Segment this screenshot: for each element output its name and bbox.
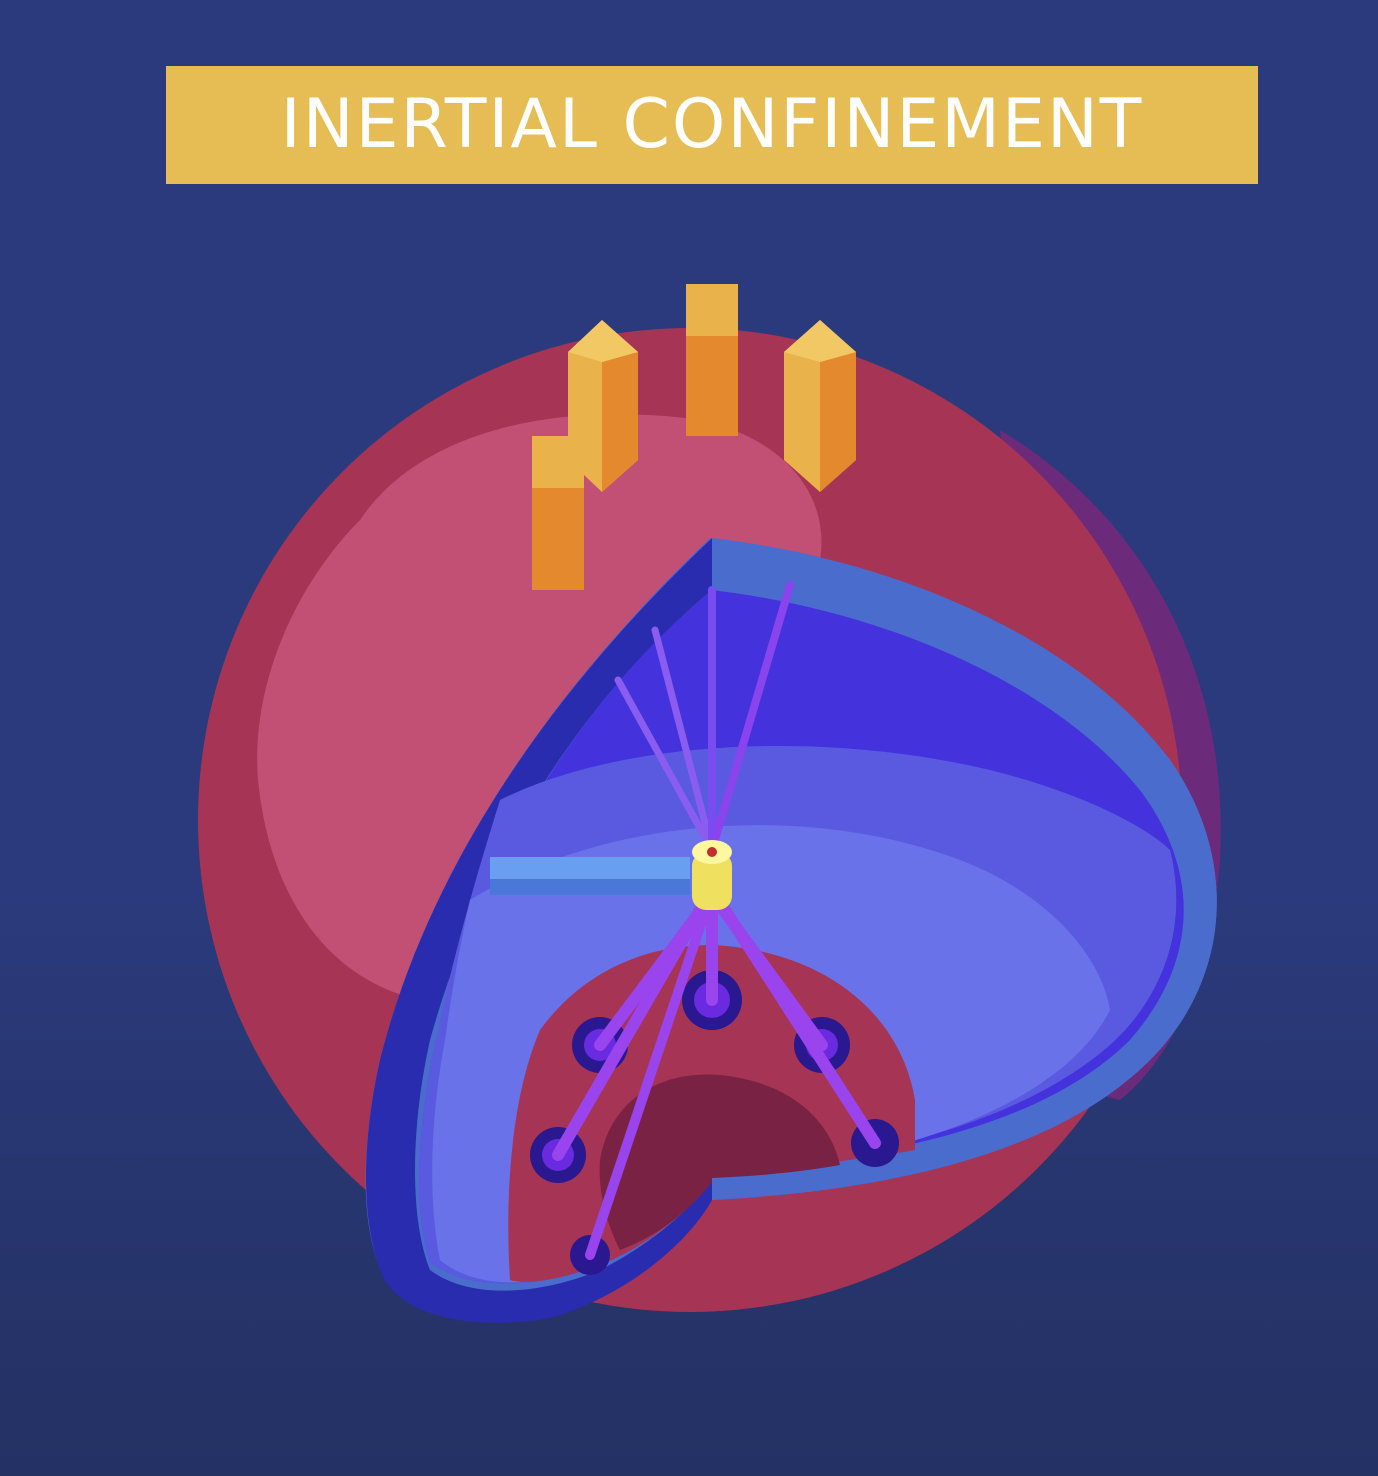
title-banner: INERTIAL CONFINEMENT [166, 66, 1258, 184]
laser-tube-left-front [532, 436, 584, 590]
target-holder-arm-shadow [490, 879, 690, 895]
laser-beamlines [532, 284, 856, 590]
shell-dark-edge [366, 538, 712, 1323]
laser-beam-top-4 [708, 581, 794, 854]
fuel-target [692, 840, 732, 910]
laser-tube-right-hex [784, 320, 856, 492]
laser-beam-bottom-5 [719, 904, 881, 1149]
target-holder [490, 857, 690, 895]
shell-rim-inner-edge [712, 538, 1217, 1200]
laser-beam-top-2 [651, 626, 716, 854]
laser-tube-left-hex [568, 320, 638, 492]
reactor-sphere-highlight [257, 414, 822, 1000]
page-title: INERTIAL CONFINEMENT [280, 85, 1144, 164]
laser-beams [552, 581, 881, 1260]
laser-beam-top-1 [614, 676, 716, 854]
inner-chamber-opening [599, 1074, 840, 1250]
target-holder-arm [490, 857, 690, 879]
fuel-target-body [692, 852, 732, 910]
fuel-target-core [707, 847, 717, 857]
laser-beam-bottom-6 [585, 907, 710, 1260]
laser-beam-bottom-4 [552, 904, 706, 1161]
laser-tube-center [686, 284, 738, 436]
